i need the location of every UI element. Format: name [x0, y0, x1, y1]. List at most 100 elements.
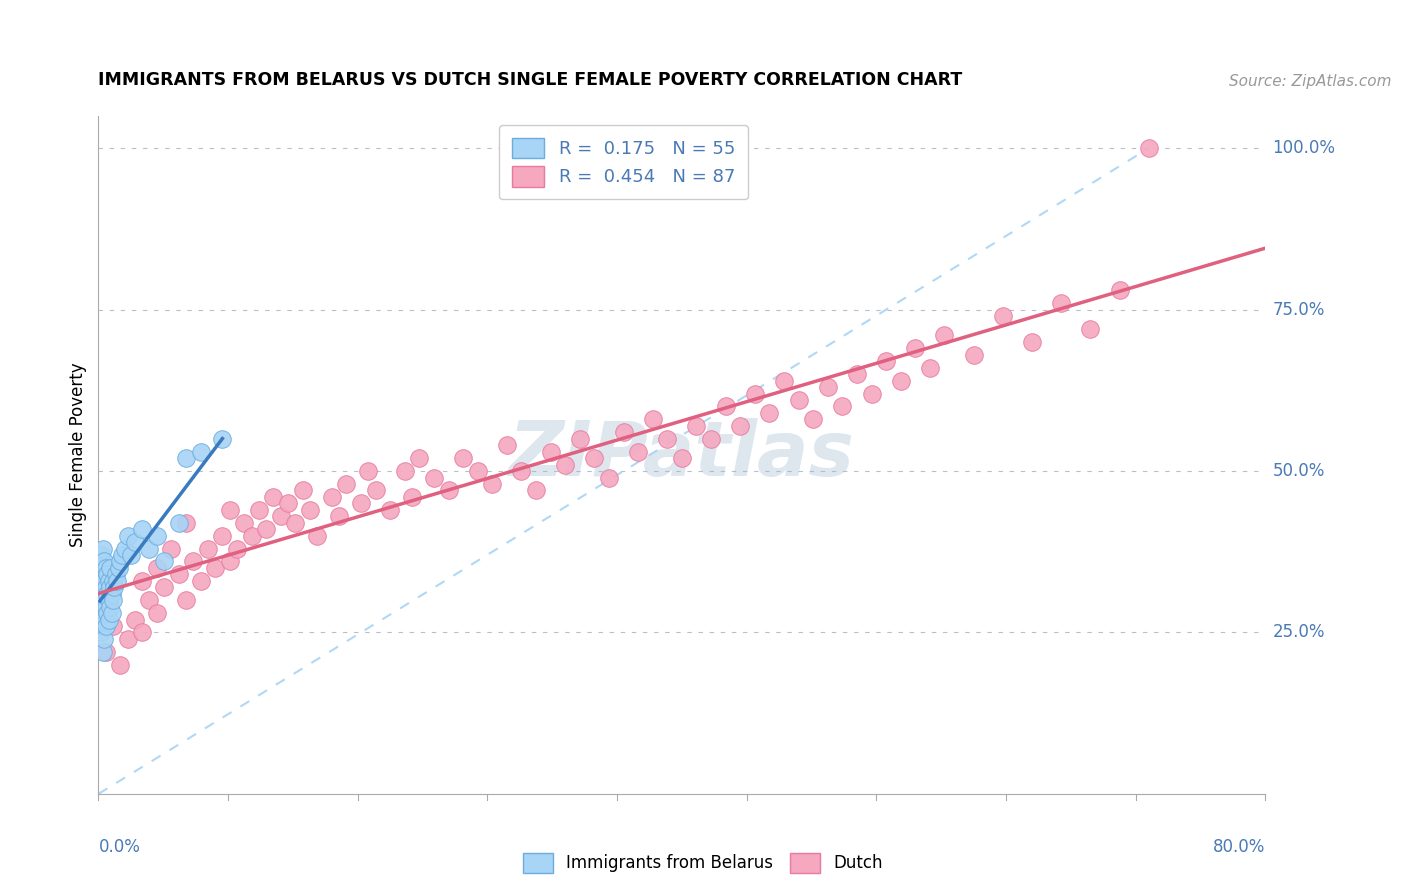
Point [394, 464, 416, 478]
Point [307, 528, 329, 542]
Point [247, 503, 270, 517]
Point [131, 522, 153, 536]
Point [89, 574, 111, 588]
Point [524, 483, 547, 498]
Point [167, 567, 190, 582]
Point [845, 368, 868, 382]
Point [167, 516, 190, 530]
Point [401, 490, 423, 504]
Point [991, 309, 1014, 323]
Point [98, 580, 121, 594]
Point [120, 548, 142, 562]
Point [277, 496, 299, 510]
Point [1050, 296, 1073, 310]
Point [918, 360, 941, 375]
Point [598, 470, 620, 484]
Point [540, 444, 562, 458]
Point [91, 619, 114, 633]
Text: 80.0%: 80.0% [1213, 838, 1265, 856]
Point [104, 567, 127, 582]
Point [773, 374, 796, 388]
Point [685, 418, 707, 433]
Point [131, 574, 153, 588]
Legend: Immigrants from Belarus, Dutch: Immigrants from Belarus, Dutch [516, 847, 890, 880]
Point [423, 470, 446, 484]
Point [190, 444, 212, 458]
Point [1080, 322, 1102, 336]
Point [583, 451, 606, 466]
Point [211, 528, 233, 542]
Text: 100.0%: 100.0% [1272, 139, 1336, 157]
Point [568, 432, 591, 446]
Point [1021, 334, 1043, 349]
Text: ZIPatlas: ZIPatlas [509, 418, 855, 491]
Point [218, 554, 240, 568]
Point [101, 574, 124, 588]
Point [124, 535, 146, 549]
Point [93, 632, 115, 646]
Point [233, 516, 256, 530]
Point [90, 625, 112, 640]
Text: 50.0%: 50.0% [1272, 462, 1324, 480]
Point [467, 464, 489, 478]
Point [728, 418, 751, 433]
Point [226, 541, 249, 556]
Point [627, 444, 650, 458]
Point [174, 516, 197, 530]
Point [451, 451, 474, 466]
Point [101, 593, 124, 607]
Point [298, 503, 321, 517]
Point [890, 374, 912, 388]
Point [962, 348, 984, 362]
Point [91, 599, 114, 614]
Point [108, 561, 131, 575]
Point [90, 606, 112, 620]
Point [146, 561, 169, 575]
Point [657, 432, 679, 446]
Point [321, 490, 343, 504]
Point [94, 580, 117, 594]
Point [91, 541, 114, 556]
Point [641, 412, 664, 426]
Point [97, 593, 120, 607]
Text: 75.0%: 75.0% [1272, 301, 1324, 318]
Point [110, 554, 132, 568]
Point [96, 587, 118, 601]
Point [554, 458, 576, 472]
Point [204, 561, 226, 575]
Point [90, 587, 112, 601]
Point [328, 509, 350, 524]
Point [91, 645, 114, 659]
Point [90, 567, 112, 582]
Point [89, 554, 111, 568]
Point [160, 541, 183, 556]
Point [117, 528, 139, 542]
Point [94, 561, 117, 575]
Point [817, 380, 839, 394]
Point [117, 632, 139, 646]
Point [262, 490, 284, 504]
Point [89, 593, 111, 607]
Point [131, 625, 153, 640]
Point [96, 567, 118, 582]
Point [291, 483, 314, 498]
Text: 25.0%: 25.0% [1272, 624, 1324, 641]
Point [138, 541, 160, 556]
Point [103, 580, 125, 594]
Point [211, 432, 233, 446]
Point [254, 522, 277, 536]
Point [93, 574, 115, 588]
Point [335, 477, 357, 491]
Point [124, 613, 146, 627]
Y-axis label: Single Female Poverty: Single Female Poverty [69, 363, 87, 547]
Point [100, 587, 122, 601]
Point [787, 392, 810, 407]
Point [105, 574, 128, 588]
Point [100, 606, 122, 620]
Point [93, 593, 115, 607]
Point [174, 451, 197, 466]
Point [700, 432, 723, 446]
Point [270, 509, 292, 524]
Text: 0.0%: 0.0% [98, 838, 141, 856]
Point [174, 593, 197, 607]
